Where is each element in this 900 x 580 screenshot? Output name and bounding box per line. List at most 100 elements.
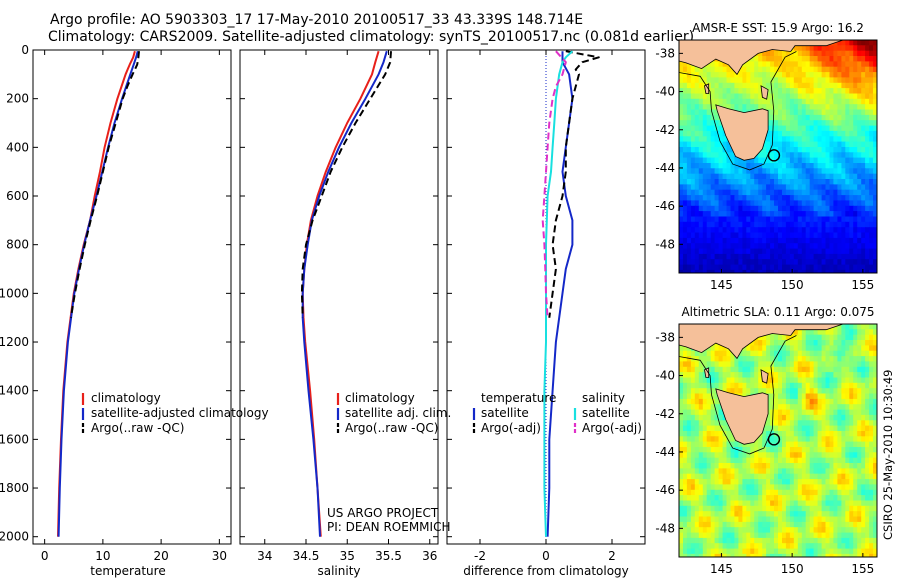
map-grid-cell [714, 130, 720, 137]
map-grid-cell [714, 173, 720, 180]
map-grid-cell [813, 179, 819, 185]
map-grid-cell [821, 157, 827, 164]
map-grid-cell [730, 168, 736, 175]
map-grid-cell [873, 82, 877, 89]
map-grid-cell [809, 377, 815, 384]
map-grid-cell [718, 425, 724, 432]
map-grid-cell [849, 82, 854, 89]
map-grid-cell [785, 93, 791, 100]
map-grid-cell [789, 61, 795, 68]
map-grid-cell [774, 436, 779, 443]
map-grid-cell [770, 484, 775, 491]
map-grid-cell [702, 553, 708, 557]
map-grid-cell [754, 77, 759, 84]
map-grid-cell [853, 163, 858, 169]
map-grid-cell [770, 259, 775, 266]
map-grid-cell [825, 221, 831, 228]
map-grid-cell [702, 168, 708, 175]
map-grid-cell [813, 259, 819, 266]
map-grid-cell [817, 77, 823, 84]
map-grid-cell [849, 398, 854, 405]
map-grid-cell [686, 532, 692, 539]
map-grid-cell [865, 221, 870, 228]
map-grid-cell [702, 125, 708, 132]
map-grid-cell [845, 404, 850, 411]
map-grid-cell [837, 82, 842, 89]
map-grid-cell [845, 109, 850, 116]
map-grid-cell [853, 40, 858, 46]
map-grid-cell [698, 98, 704, 105]
map-grid-cell [686, 527, 692, 534]
map-grid-cell [825, 505, 831, 512]
map-grid-cell [734, 489, 739, 496]
map-grid-cell [698, 104, 704, 111]
map-grid-cell [837, 468, 842, 475]
map-grid-cell [833, 45, 838, 52]
map-grid-cell [829, 61, 835, 68]
map-grid-cell [679, 473, 684, 480]
map-grid-cell [782, 77, 787, 84]
map-grid-cell [686, 548, 692, 555]
map-grid-cell [714, 532, 720, 539]
map-grid-cell [742, 200, 747, 207]
map-grid-cell [710, 93, 716, 100]
map-grid-cell [686, 152, 692, 159]
map-grid-cell [829, 125, 835, 132]
map-grid-cell [742, 98, 747, 105]
map-grid-cell [722, 420, 728, 427]
map-grid-cell [750, 521, 755, 528]
map-grid-cell [865, 537, 870, 544]
map-grid-cell [817, 120, 823, 127]
map-grid-cell [801, 88, 807, 94]
map-grid-cell [861, 511, 866, 518]
map-grid-cell [762, 361, 767, 368]
map-grid-cell [770, 409, 775, 416]
map-grid-cell [758, 179, 763, 185]
map-grid-cell [869, 243, 874, 250]
map-grid-cell [722, 200, 728, 207]
map-grid-cell [845, 377, 850, 384]
map-grid-cell [714, 543, 720, 550]
map-grid-cell [801, 232, 807, 239]
map-grid-cell [714, 141, 720, 148]
map-grid-cell [758, 495, 763, 501]
map-grid-cell [698, 505, 704, 512]
map-grid-cell [686, 361, 692, 368]
map-grid-cell [813, 253, 819, 260]
map-grid-cell [869, 221, 874, 228]
map-grid-cell [750, 98, 755, 105]
map-grid-cell [702, 468, 708, 475]
legend-label-climatology: climatology [91, 391, 161, 405]
map-grid-cell [710, 61, 716, 68]
map-grid-cell [742, 468, 747, 475]
map-grid-cell [817, 163, 823, 169]
map-grid-cell [805, 264, 811, 271]
map-grid-cell [849, 264, 854, 271]
map-grid-cell [789, 500, 795, 507]
map-grid-cell [726, 237, 732, 244]
map-grid-cell [849, 329, 854, 336]
map-grid-cell [683, 173, 688, 180]
map-grid-cell [821, 447, 827, 453]
map-grid-cell [793, 237, 799, 244]
map-grid-cell [801, 61, 807, 68]
map-grid-cell [702, 243, 708, 250]
map-grid-cell [710, 393, 716, 400]
map-grid-cell [813, 447, 819, 453]
map-grid-cell [734, 463, 739, 469]
map-grid-cell [809, 366, 815, 373]
map-grid-cell [873, 324, 877, 330]
map-grid-cell [861, 61, 866, 68]
map-grid-cell [805, 521, 811, 528]
map-grid-cell [730, 473, 736, 480]
map-grid-cell [782, 489, 787, 496]
map-grid-cell [698, 184, 704, 191]
map-grid-cell [829, 77, 835, 84]
map-grid-cell [809, 232, 815, 239]
map-grid-cell [714, 382, 720, 389]
map-grid-cell [805, 388, 811, 395]
map-grid-cell [793, 361, 799, 368]
map-grid-cell [785, 420, 791, 427]
map-grid-cell [698, 221, 704, 228]
map-grid-cell [683, 393, 688, 400]
